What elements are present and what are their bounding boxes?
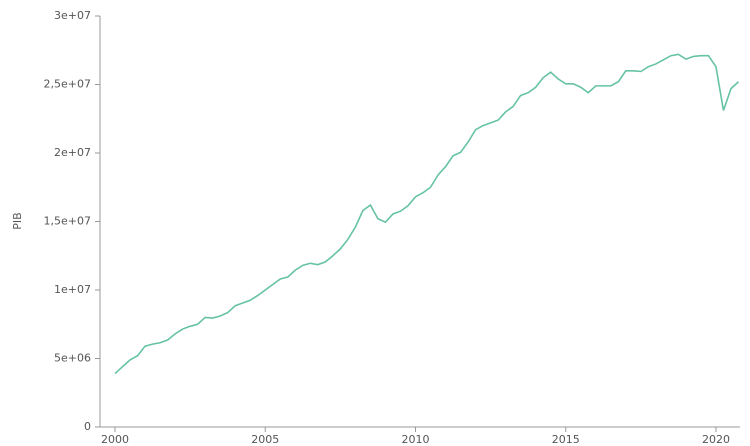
y-tick-label: 3e+07 — [54, 9, 91, 22]
y-tick-label: 2,5e+07 — [44, 78, 91, 91]
y-axis-label: PIB — [11, 212, 24, 229]
x-tick-label: 2015 — [552, 433, 580, 446]
x-tick-label: 2010 — [401, 433, 429, 446]
x-tick-label: 2020 — [702, 433, 730, 446]
x-tick-label: 2000 — [101, 433, 129, 446]
y-tick-label: 5e+06 — [54, 352, 91, 365]
y-tick-label: 0 — [84, 420, 91, 433]
y-tick-label: 2e+07 — [54, 146, 91, 159]
line — [114, 53, 740, 375]
x-tick-label: 2005 — [251, 433, 279, 446]
y-tick-label: 1e+07 — [54, 283, 91, 296]
y-tick-label: 1,5e+07 — [44, 215, 91, 228]
